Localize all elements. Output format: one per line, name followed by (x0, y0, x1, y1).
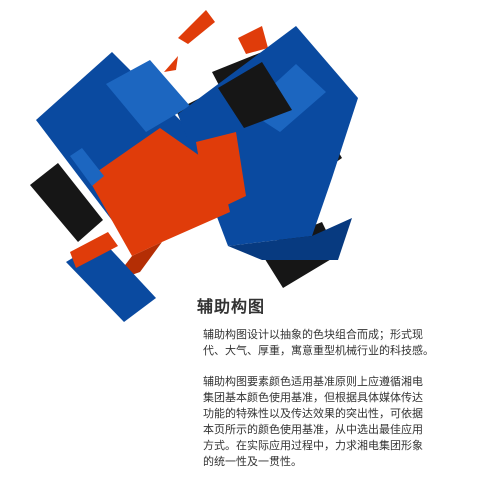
blue-block-top (106, 60, 190, 132)
paragraph-line: 的统一性及一贯性。 (203, 455, 302, 468)
paragraph-line: 本页所示的颜色使用基准，从中选出最佳应用 (203, 423, 423, 436)
orange-stripe (196, 132, 246, 214)
paragraph-line: 代、大气、厚重，寓意重型机械行业的科技感。 (203, 344, 434, 357)
orange-shard-right (238, 26, 268, 54)
paragraph-line: 方式。在实际应用过程中，力求湘电集团形象 (203, 439, 423, 452)
black-block-left (30, 163, 103, 242)
black-inner-accent (218, 62, 292, 128)
orange-corner-bottom (70, 232, 118, 268)
paragraph-line: 功能的特殊性以及传达效果的突出性，可依据 (203, 407, 423, 420)
paragraph-line: 辅助构图要素颜色适用基准原则上应遵循湘电 (203, 375, 423, 388)
orange-shard-top (178, 10, 215, 44)
paragraph-color-rules: 辅助构图要素颜色适用基准原则上应遵循湘电 集团基本颜色使用基准，但根据具体媒体传… (203, 374, 465, 470)
section-title: 辅助构图 (197, 297, 266, 316)
paragraph-intro: 辅助构图设计以抽象的色块组合而成；形式现 代、大气、厚重，寓意重型机械行业的科技… (203, 327, 465, 359)
orange-block-center (88, 128, 230, 256)
orange-shard-small (164, 56, 178, 72)
blue-block-right-face (228, 218, 352, 260)
blue-strip (70, 148, 104, 186)
paragraph-line: 辅助构图设计以抽象的色块组合而成；形式现 (203, 328, 423, 341)
paragraph-line: 集团基本颜色使用基准，但根据具体媒体传达 (203, 391, 423, 404)
